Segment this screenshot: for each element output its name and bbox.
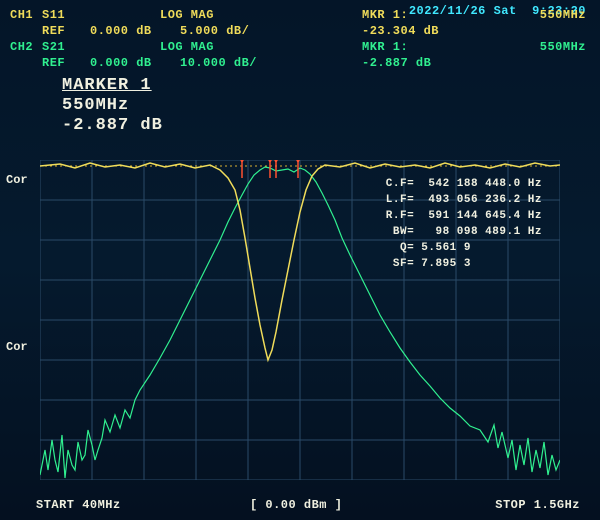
- ch1-mkr-freq: 550MHz: [540, 7, 586, 23]
- ch1-ref: REF: [42, 23, 65, 39]
- ch2-mkr-val: -2.887 dB: [362, 55, 431, 71]
- info-q: Q= 5.561 9: [386, 240, 542, 256]
- cor-label-2: Cor: [6, 340, 28, 354]
- marker-val: -2.887 dB: [62, 116, 163, 136]
- info-bw: BW= 98 098 489.1 Hz: [386, 224, 542, 240]
- stop-freq: STOP 1.5GHz: [495, 498, 580, 512]
- cor-label-1: Cor: [6, 173, 28, 187]
- info-rf: R.F= 591 144 645.4 Hz: [386, 208, 542, 224]
- ch2-ref-val: 0.000 dB: [90, 55, 152, 71]
- ch1-ch: CH1: [10, 7, 33, 23]
- ch1-mode: LOG MAG: [160, 7, 214, 23]
- ch1-name: S11: [42, 7, 65, 23]
- marker-title: MARKER 1: [62, 76, 163, 96]
- ch1-mkr-val: -23.304 dB: [362, 23, 439, 39]
- ch2-name: S21: [42, 39, 65, 55]
- info-sf: SF= 7.895 3: [386, 256, 542, 272]
- ch1-scale: 5.000 dB/: [180, 23, 249, 39]
- analysis-info: C.F= 542 188 448.0 Hz L.F= 493 056 236.2…: [386, 176, 542, 272]
- ch2-scale: 10.000 dB/: [180, 55, 257, 71]
- marker-freq: 550MHz: [62, 96, 163, 116]
- ch1-ref-val: 0.000 dB: [90, 23, 152, 39]
- ch2-mkr-freq: 550MHz: [540, 39, 586, 55]
- info-lf: L.F= 493 056 236.2 Hz: [386, 192, 542, 208]
- info-cf: C.F= 542 188 448.0 Hz: [386, 176, 542, 192]
- ch2-ref: REF: [42, 55, 65, 71]
- ch2-mkr-label: MKR 1:: [362, 39, 408, 55]
- marker-readout: MARKER 1 550MHz -2.887 dB: [62, 76, 163, 136]
- ch2-mode: LOG MAG: [160, 39, 214, 55]
- power-level: [ 0.00 dBm ]: [250, 498, 342, 512]
- start-freq: START 40MHz: [36, 498, 121, 512]
- ch2-ch: CH2: [10, 39, 33, 55]
- ch1-mkr-label: MKR 1:: [362, 7, 408, 23]
